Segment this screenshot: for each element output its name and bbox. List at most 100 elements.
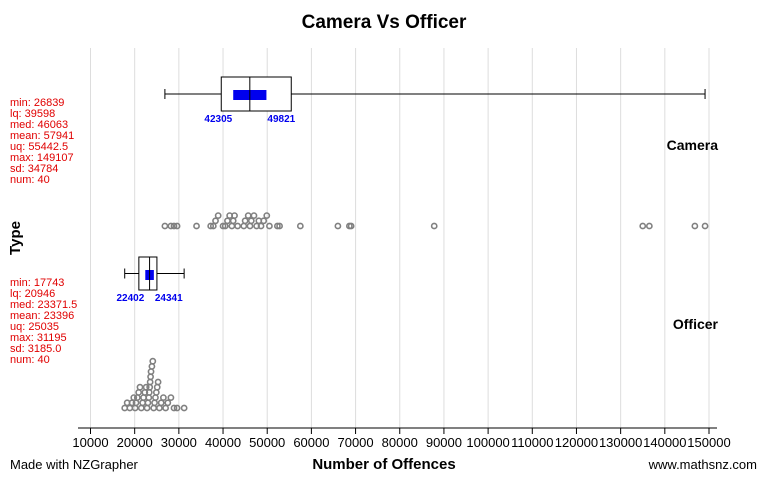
data-point <box>146 383 154 391</box>
data-point <box>228 222 236 230</box>
summary-stat-line: lq: 39598 <box>10 108 55 120</box>
x-tick-label: 70000 <box>337 435 373 450</box>
data-point <box>212 217 219 225</box>
data-point <box>162 404 170 412</box>
data-point <box>133 394 141 401</box>
summary-stat-line: mean: 57941 <box>10 130 74 142</box>
summary-stat-line: sd: 34784 <box>10 163 58 175</box>
data-point <box>180 404 188 412</box>
x-tick-label: 130000 <box>599 435 642 450</box>
data-point <box>639 222 647 230</box>
data-point <box>266 222 273 230</box>
data-point <box>263 212 271 219</box>
x-tick-label: 100000 <box>466 435 509 450</box>
data-point <box>151 399 158 407</box>
x-tick-label: 50000 <box>249 435 285 450</box>
data-point <box>430 222 438 230</box>
data-point <box>231 212 238 219</box>
summary-stat-line: uq: 55442.5 <box>10 141 68 153</box>
data-point <box>157 399 165 407</box>
ci-upper-label: 49821 <box>267 114 295 125</box>
data-point <box>296 222 304 230</box>
summary-stat-line: max: 31195 <box>10 332 67 344</box>
data-point <box>241 217 249 225</box>
data-point <box>152 388 160 396</box>
data-point <box>132 399 140 407</box>
summary-stat-line: max: 149107 <box>10 152 74 164</box>
data-point <box>209 222 217 230</box>
data-point <box>229 217 237 225</box>
gridlines <box>90 48 710 428</box>
data-point <box>347 222 355 230</box>
data-point <box>214 212 222 219</box>
footer-url: www.mathsnz.com <box>648 457 757 472</box>
summary-stat-line: sd: 3185.0 <box>10 343 61 355</box>
x-tick-label: 140000 <box>643 435 686 450</box>
data-point <box>246 222 254 230</box>
ci-upper-label: 24341 <box>155 293 183 304</box>
group-label: Officer <box>673 316 719 332</box>
data-point <box>147 368 155 375</box>
data-point <box>691 222 699 230</box>
summary-stat-line: med: 46063 <box>10 119 68 131</box>
data-point <box>161 222 169 230</box>
data-point <box>148 362 156 370</box>
data-point <box>173 404 181 412</box>
data-point <box>145 394 153 401</box>
data-point <box>167 394 175 401</box>
summary-stat-line: num: 40 <box>10 354 50 366</box>
summary-stat-line: min: 17743 <box>10 277 64 289</box>
data-point <box>244 212 252 219</box>
x-tick-label: 80000 <box>382 435 418 450</box>
summary-stat-line: med: 23371.5 <box>10 299 77 311</box>
data-point <box>645 222 653 230</box>
data-point <box>257 222 265 230</box>
data-point <box>173 222 181 230</box>
group-label: Camera <box>667 137 719 153</box>
x-tick-label: 30000 <box>161 435 197 450</box>
data-point <box>130 394 138 401</box>
data-point <box>170 404 178 412</box>
data-point <box>135 388 143 396</box>
x-tick-label: 150000 <box>687 435 730 450</box>
footer-credit: Made with NZGrapher <box>10 457 139 472</box>
data-point <box>234 222 242 230</box>
ci-lower-label: 22402 <box>116 293 144 304</box>
data-point <box>250 212 258 219</box>
chart-title: Camera Vs Officer <box>302 12 467 33</box>
data-point <box>276 222 283 230</box>
data-point <box>219 222 227 230</box>
x-tick-label: 60000 <box>293 435 329 450</box>
data-point <box>154 378 162 386</box>
data-point <box>273 222 281 230</box>
data-point <box>260 217 268 225</box>
x-tick-label: 20000 <box>117 435 153 450</box>
data-point <box>139 399 147 407</box>
summary-stat-line: uq: 25035 <box>10 321 59 333</box>
data-point <box>145 388 153 396</box>
data-point <box>137 404 145 412</box>
x-tick-label: 40000 <box>205 435 241 450</box>
data-point <box>144 399 152 407</box>
data-point <box>147 373 154 381</box>
data-point <box>221 222 229 230</box>
data-point <box>150 404 158 412</box>
y-axis-title: Type <box>7 221 24 255</box>
data-point <box>146 378 154 386</box>
data-point <box>170 222 178 230</box>
summary-stat-line: lq: 20946 <box>10 288 55 300</box>
summary-stat-line: num: 40 <box>10 174 50 186</box>
ci-lower-label: 42305 <box>204 114 232 125</box>
data-point <box>142 383 150 391</box>
data-point <box>701 222 709 230</box>
data-point <box>167 222 175 230</box>
x-tick-label: 120000 <box>555 435 598 450</box>
data-point <box>247 217 255 225</box>
data-point <box>164 399 172 407</box>
x-tick-label: 110000 <box>511 435 553 450</box>
summary-stat-line: min: 26839 <box>10 97 64 109</box>
data-point <box>140 394 147 401</box>
